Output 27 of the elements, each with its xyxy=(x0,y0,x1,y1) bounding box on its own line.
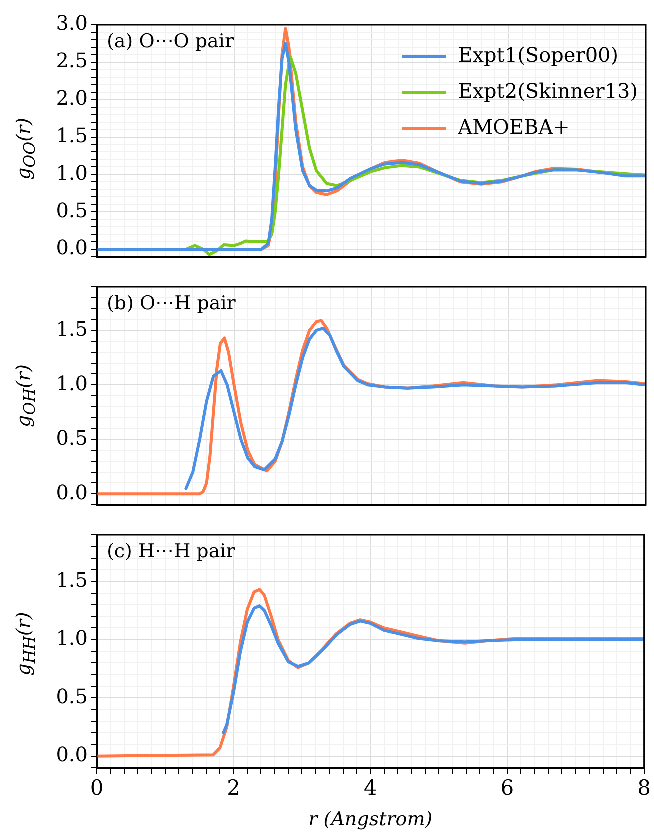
y-tick-label: 0.5 xyxy=(56,198,88,222)
annotation: (b) O⋯H pair xyxy=(107,292,237,314)
y-tick-label: 3.0 xyxy=(56,11,88,36)
y-tick-label: 2.5 xyxy=(56,48,88,73)
y-tick-label: 1.5 xyxy=(56,316,88,341)
y-tick-label: 2.0 xyxy=(56,86,88,110)
x-tick-label: 8 xyxy=(638,776,652,800)
x-tick-label: 0 xyxy=(90,776,104,800)
annotation: (c) H⋯H pair xyxy=(107,540,236,562)
y-tick-label: 1.5 xyxy=(56,568,88,592)
x-tick-label: 6 xyxy=(500,776,514,800)
y-tick-label: 1.0 xyxy=(56,626,88,650)
x-tick-label: 2 xyxy=(227,776,241,800)
y-tick-label: 0.0 xyxy=(56,480,88,504)
y-tick-label: 1.5 xyxy=(56,123,88,148)
y-tick-label: 0.0 xyxy=(56,742,88,767)
y-tick-label: 1.0 xyxy=(56,371,88,396)
legend-label: Expt2(Skinner13) xyxy=(458,79,638,104)
annotation: (a) O⋯O pair xyxy=(107,30,235,52)
x-axis-title: r (Angstrom) xyxy=(308,808,433,831)
legend-label: AMOEBA+ xyxy=(457,115,570,140)
legend-label: Expt1(Soper00) xyxy=(458,43,619,68)
y-tick-label: 0.5 xyxy=(56,684,88,708)
y-tick-label: 1.0 xyxy=(56,160,88,185)
y-tick-label: 0.5 xyxy=(56,426,88,450)
x-tick-label: 4 xyxy=(364,776,378,800)
y-tick-label: 0.0 xyxy=(56,236,88,260)
